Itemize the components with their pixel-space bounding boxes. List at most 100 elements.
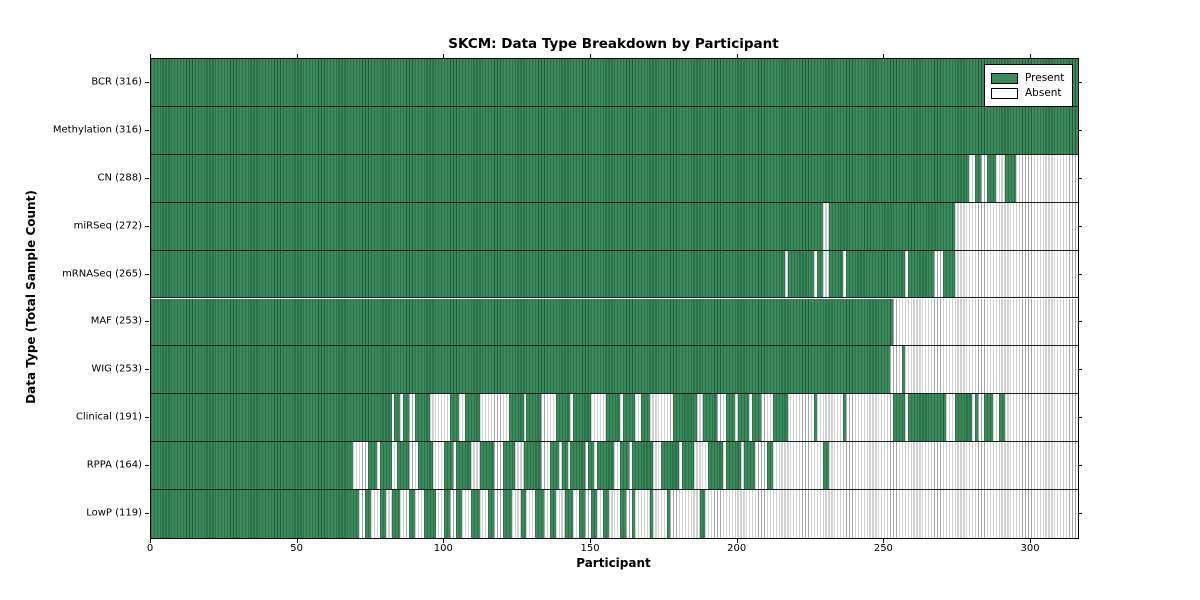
present-segment xyxy=(984,394,993,442)
present-segment xyxy=(444,442,454,490)
y-tick-label-maf: MAF (253) xyxy=(90,315,142,327)
present-segment xyxy=(943,250,955,298)
present-segment xyxy=(673,394,697,442)
present-segment xyxy=(573,394,592,442)
y-tick-label-mirseq: miRSeq (272) xyxy=(73,220,142,232)
present-segment xyxy=(151,202,823,250)
present-segment xyxy=(893,394,905,442)
y-tick-left xyxy=(145,513,149,515)
row-rppa xyxy=(151,442,1078,491)
y-tick-right xyxy=(1078,177,1082,179)
present-segment xyxy=(846,250,905,298)
present-segment xyxy=(523,442,542,490)
x-axis-label: Participant xyxy=(576,556,651,570)
present-segment xyxy=(667,490,671,538)
legend-item-absent: Absent xyxy=(991,87,1064,99)
y-tick-label-bcr: BCR (316) xyxy=(91,76,142,88)
present-segment xyxy=(151,490,360,538)
y-tick-right xyxy=(1078,513,1082,515)
x-tick-bottom xyxy=(736,539,738,543)
present-segment xyxy=(752,394,762,442)
x-tick-label-300: 300 xyxy=(1020,543,1040,554)
present-segment xyxy=(456,442,471,490)
present-segment xyxy=(602,490,609,538)
present-segment xyxy=(470,490,480,538)
present-segment xyxy=(588,442,594,490)
present-segment xyxy=(772,394,788,442)
present-segment xyxy=(605,394,621,442)
y-axis-label: Data Type (Total Sample Count) xyxy=(24,190,38,404)
present-segment xyxy=(702,394,718,442)
present-segment xyxy=(901,346,905,394)
present-segment xyxy=(391,490,401,538)
present-segment xyxy=(623,394,636,442)
y-tick-left xyxy=(145,273,149,275)
y-tick-right xyxy=(1078,225,1082,227)
present-segment xyxy=(816,250,823,298)
y-tick-right xyxy=(1078,417,1082,419)
present-segment xyxy=(907,250,935,298)
chart-title: SKCM: Data Type Breakdown by Participant xyxy=(448,36,779,52)
x-tick-bottom xyxy=(296,539,298,543)
present-segment xyxy=(661,442,680,490)
present-segment xyxy=(620,442,630,490)
present-segment xyxy=(151,250,785,298)
present-segment xyxy=(564,490,574,538)
y-tick-left xyxy=(145,81,149,83)
present-segment xyxy=(1004,154,1017,202)
present-segment xyxy=(699,490,706,538)
present-segment xyxy=(640,394,650,442)
x-tick-label-100: 100 xyxy=(433,543,453,554)
present-segment xyxy=(828,250,844,298)
x-tick-top xyxy=(883,54,885,58)
legend-swatch-present xyxy=(991,72,1018,84)
x-tick-top xyxy=(1030,54,1032,58)
y-tick-right xyxy=(1078,273,1082,275)
y-tick-label-lowp: LowP (119) xyxy=(86,507,142,519)
row-clinical xyxy=(151,394,1078,443)
present-segment xyxy=(394,394,401,442)
row-maf xyxy=(151,298,1078,347)
present-segment xyxy=(596,442,615,490)
present-segment xyxy=(998,394,1005,442)
row-cn xyxy=(151,154,1078,203)
x-tick-bottom xyxy=(1030,539,1032,543)
present-segment xyxy=(526,394,542,442)
x-tick-label-150: 150 xyxy=(580,543,600,554)
x-tick-label-250: 250 xyxy=(873,543,893,554)
present-segment xyxy=(397,442,410,490)
present-segment xyxy=(725,394,735,442)
present-segment xyxy=(822,442,829,490)
present-segment xyxy=(767,442,773,490)
x-tick-label-50: 50 xyxy=(290,543,304,554)
legend-item-present: Present xyxy=(991,72,1064,84)
y-tick-right xyxy=(1078,129,1082,131)
row-wig xyxy=(151,346,1078,395)
present-segment xyxy=(579,490,586,538)
x-tick-label-200: 200 xyxy=(727,543,747,554)
present-segment xyxy=(591,490,597,538)
legend-swatch-absent xyxy=(991,87,1018,99)
present-segment xyxy=(379,490,386,538)
x-tick-bottom xyxy=(443,539,445,543)
y-tick-left xyxy=(145,465,149,467)
present-segment xyxy=(456,490,462,538)
present-segment xyxy=(151,59,1078,106)
present-segment xyxy=(503,442,515,490)
y-tick-label-methylation: Methylation (316) xyxy=(52,124,142,136)
present-segment xyxy=(649,490,653,538)
y-tick-left xyxy=(145,129,149,131)
row-mirseq xyxy=(151,202,1078,251)
y-tick-label-cn: CN (288) xyxy=(97,172,142,184)
present-segment xyxy=(151,394,392,442)
present-segment xyxy=(464,394,480,442)
present-segment xyxy=(151,298,894,346)
present-segment xyxy=(444,490,451,538)
present-segment xyxy=(151,346,891,394)
present-segment xyxy=(632,442,653,490)
present-segment xyxy=(570,442,586,490)
present-segment xyxy=(620,490,627,538)
present-segment xyxy=(743,442,756,490)
present-segment xyxy=(632,490,636,538)
x-tick-bottom xyxy=(590,539,592,543)
